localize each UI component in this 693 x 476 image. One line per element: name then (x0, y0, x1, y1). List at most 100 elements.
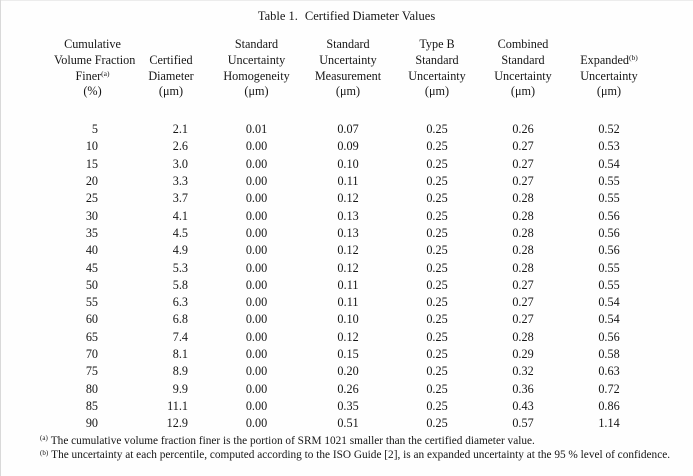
column-header-line: Homogeneity (223, 68, 290, 83)
footnote-b-text: The uncertainty at each percentile, comp… (51, 449, 671, 462)
column-header-certified-diameter: Certified Diameter (μm) (131, 37, 211, 121)
cell-certified-diameter: 8.1 (172, 347, 188, 362)
cell-combined-standard-uncertainty: 0.43 (512, 398, 534, 413)
cell-combined-standard-uncertainty: 0.29 (512, 347, 534, 362)
column-header-cumulative-volume-fraction-finer: Cumulative Volume Fraction Finer(a) (%) (54, 37, 135, 121)
cell-expanded-uncertainty: 1.14 (598, 416, 620, 431)
cell-standard-uncertainty-measurement: 0.20 (337, 364, 359, 379)
cell-type-b-standard-uncertainty: 0.25 (426, 156, 448, 171)
cell-standard-uncertainty-measurement: 0.35 (337, 398, 359, 413)
cell-cumulative-volume-fraction-finer: 45 (85, 260, 98, 275)
table-row: 45 5.3 0.00 0.12 0.25 0.28 0.55 (54, 260, 652, 277)
cell-combined-standard-uncertainty: 0.36 (512, 381, 534, 396)
footnote-b: (b) The uncertainty at each percentile, c… (40, 448, 672, 463)
table-row: 55 6.3 0.00 0.11 0.25 0.27 0.54 (54, 294, 652, 311)
cell-expanded-uncertainty: 0.53 (598, 139, 620, 154)
cell-combined-standard-uncertainty: 0.27 (512, 139, 534, 154)
table-row: 50 5.8 0.00 0.11 0.25 0.27 0.55 (54, 277, 652, 294)
cell-type-b-standard-uncertainty: 0.25 (426, 260, 448, 275)
cell-expanded-uncertainty: 0.55 (598, 260, 620, 275)
column-header-line: Uncertainty (494, 68, 552, 83)
column-header-line: Uncertainty (408, 68, 466, 83)
cell-standard-uncertainty-homogeneity: 0.00 (245, 381, 268, 396)
cell-cumulative-volume-fraction-finer: 90 (85, 416, 98, 431)
table-caption-label: Table 1. (257, 9, 298, 23)
cell-standard-uncertainty-measurement: 0.12 (337, 260, 359, 275)
cell-certified-diameter: 4.5 (172, 225, 188, 240)
column-header-line: Standard (501, 52, 545, 67)
cell-certified-diameter: 2.1 (172, 122, 188, 137)
cell-type-b-standard-uncertainty: 0.25 (426, 139, 448, 154)
cell-certified-diameter: 6.8 (172, 312, 188, 327)
cell-expanded-uncertainty: 0.56 (598, 243, 620, 258)
cell-expanded-uncertainty: 0.55 (598, 174, 620, 189)
cell-type-b-standard-uncertainty: 0.25 (426, 381, 448, 396)
cell-type-b-standard-uncertainty: 0.25 (426, 329, 448, 344)
cell-type-b-standard-uncertainty: 0.25 (426, 312, 448, 327)
column-header-line: Expanded(b) (580, 52, 638, 67)
cell-standard-uncertainty-measurement: 0.26 (337, 381, 359, 396)
cell-standard-uncertainty-homogeneity: 0.00 (245, 243, 268, 258)
cell-certified-diameter: 7.4 (172, 329, 188, 344)
cell-cumulative-volume-fraction-finer: 35 (85, 225, 98, 240)
table-row: 75 8.9 0.00 0.20 0.25 0.32 0.63 (54, 363, 652, 380)
cell-standard-uncertainty-homogeneity: 0.00 (245, 312, 268, 327)
cell-standard-uncertainty-measurement: 0.12 (337, 243, 359, 258)
table-header-row: Cumulative Volume Fraction Finer(a) (%) Cert… (54, 37, 652, 121)
cell-certified-diameter: 5.3 (172, 260, 188, 275)
cell-type-b-standard-uncertainty: 0.25 (426, 243, 448, 258)
cell-expanded-uncertainty: 0.56 (598, 225, 620, 240)
cell-standard-uncertainty-measurement: 0.07 (337, 122, 359, 137)
cell-standard-uncertainty-homogeneity: 0.00 (245, 225, 268, 240)
column-header-line: Diameter (148, 68, 194, 83)
cell-cumulative-volume-fraction-finer: 75 (85, 364, 98, 379)
footnote-reference: (a) (101, 69, 110, 79)
cell-type-b-standard-uncertainty: 0.25 (426, 174, 448, 189)
cell-standard-uncertainty-homogeneity: 0.00 (245, 139, 268, 154)
cell-standard-uncertainty-measurement: 0.11 (337, 174, 359, 189)
cell-certified-diameter: 9.9 (172, 381, 188, 396)
cell-expanded-uncertainty: 0.55 (598, 191, 620, 206)
column-header-line: Uncertainty (319, 52, 377, 67)
cell-combined-standard-uncertainty: 0.28 (512, 191, 534, 206)
column-header-line: Finer(a) (75, 68, 110, 83)
cell-standard-uncertainty-homogeneity: 0.00 (245, 174, 268, 189)
cell-cumulative-volume-fraction-finer: 25 (85, 191, 98, 206)
cell-combined-standard-uncertainty: 0.28 (512, 208, 534, 223)
cell-standard-uncertainty-measurement: 0.51 (337, 416, 359, 431)
table-row: 85 11.1 0.00 0.35 0.25 0.43 0.86 (54, 398, 652, 415)
cell-type-b-standard-uncertainty: 0.25 (426, 364, 448, 379)
cell-cumulative-volume-fraction-finer: 60 (85, 312, 98, 327)
cell-cumulative-volume-fraction-finer: 5 (91, 122, 98, 137)
cell-expanded-uncertainty: 0.86 (598, 398, 620, 413)
cell-standard-uncertainty-measurement: 0.11 (337, 277, 359, 292)
table-body: 5 2.1 0.01 0.07 0.25 0.26 0.52 10 2.6 0.00 0.09 0.2… (54, 121, 652, 432)
cell-standard-uncertainty-measurement: 0.12 (337, 191, 359, 206)
footnote-b-marker: (b) (40, 449, 49, 458)
column-header-line: Type B (419, 37, 455, 51)
table-row: 30 4.1 0.00 0.13 0.25 0.28 0.56 (54, 208, 652, 225)
cell-cumulative-volume-fraction-finer: 15 (85, 156, 98, 171)
cell-certified-diameter: 8.9 (172, 364, 188, 379)
cell-certified-diameter: 5.8 (172, 277, 188, 292)
certified-diameter-values-table: Cumulative Volume Fraction Finer(a) (%) Cert… (54, 37, 652, 433)
column-header-expanded-uncertainty: Expanded(b) Uncertainty (μm) (566, 37, 652, 121)
cell-standard-uncertainty-homogeneity: 0.00 (245, 347, 268, 362)
cell-standard-uncertainty-measurement: 0.10 (337, 312, 359, 327)
cell-expanded-uncertainty: 0.52 (598, 122, 620, 137)
footnote-a-marker: (a) (40, 434, 48, 443)
cell-type-b-standard-uncertainty: 0.25 (426, 347, 448, 362)
table-row: 35 4.5 0.00 0.13 0.25 0.28 0.56 (54, 225, 652, 242)
cell-certified-diameter: 4.9 (172, 243, 188, 258)
table-row: 40 4.9 0.00 0.12 0.25 0.28 0.56 (54, 242, 652, 259)
cell-standard-uncertainty-homogeneity: 0.00 (245, 277, 268, 292)
cell-type-b-standard-uncertainty: 0.25 (426, 122, 448, 137)
cell-expanded-uncertainty: 0.72 (598, 381, 620, 396)
cell-combined-standard-uncertainty: 0.27 (512, 295, 534, 310)
cell-certified-diameter: 3.0 (172, 156, 188, 171)
cell-cumulative-volume-fraction-finer: 30 (85, 208, 98, 223)
column-header-line: Cumulative (64, 37, 121, 51)
table-row: 65 7.4 0.00 0.12 0.25 0.28 0.56 (54, 329, 652, 346)
column-header-line: Uncertainty (227, 52, 286, 67)
table-row: 15 3.0 0.00 0.10 0.25 0.27 0.54 (54, 156, 652, 173)
